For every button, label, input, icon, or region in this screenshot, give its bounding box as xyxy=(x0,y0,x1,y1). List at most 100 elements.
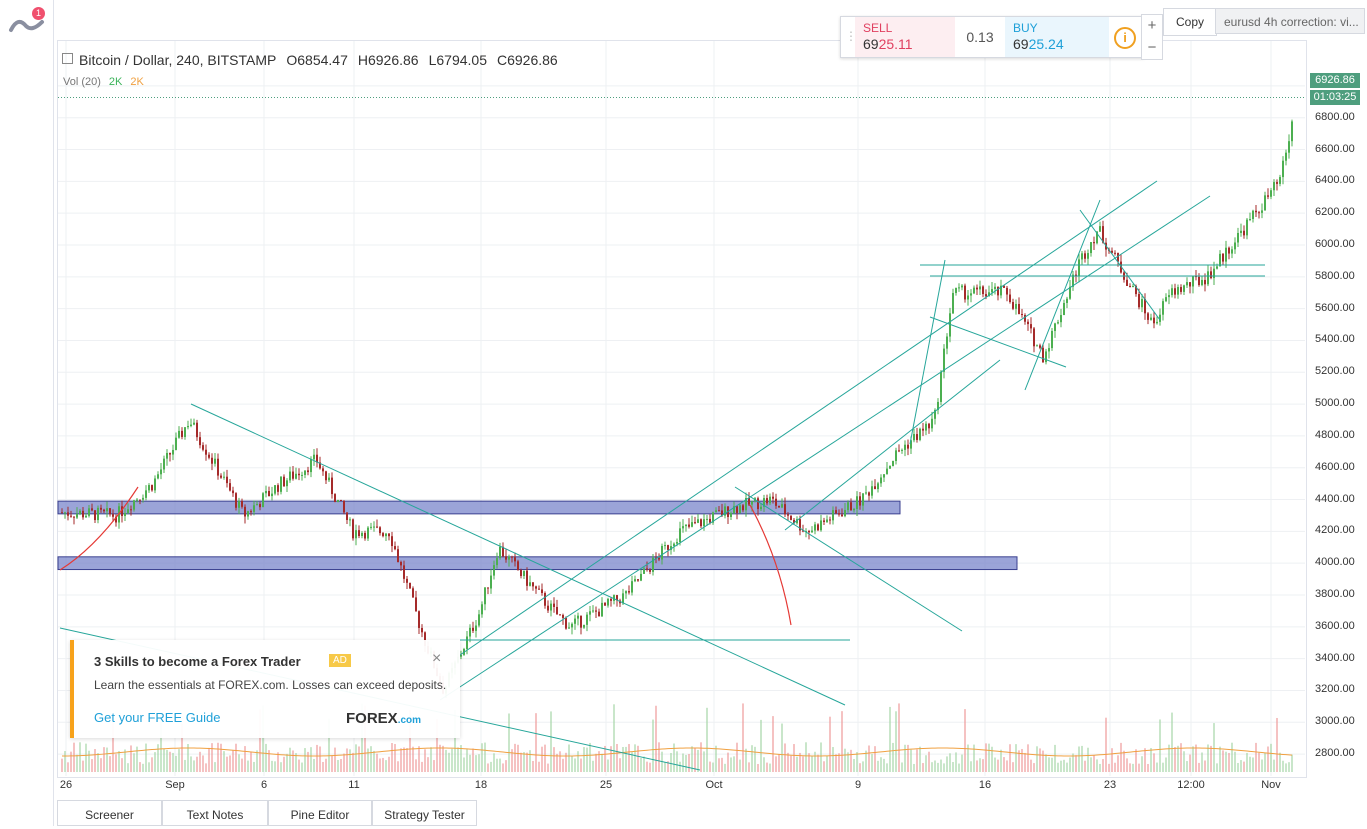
candle-body xyxy=(298,473,300,476)
volume-bar xyxy=(1189,754,1191,772)
buy-button[interactable]: BUY 6925.24 xyxy=(1005,17,1109,57)
candle-body xyxy=(238,501,240,508)
volume-bar xyxy=(199,751,201,772)
volume-bar xyxy=(931,762,933,772)
candle-body xyxy=(406,578,408,583)
volume-bar xyxy=(343,753,345,772)
volume-bar xyxy=(433,760,435,772)
candle-body xyxy=(583,624,585,628)
volume-bar xyxy=(985,743,987,772)
notification-badge[interactable]: 1 xyxy=(32,7,45,20)
candle-body xyxy=(424,632,426,646)
chart-logo-icon[interactable] xyxy=(8,8,46,38)
info-icon[interactable]: i xyxy=(1114,27,1136,49)
price-tick-label: 3000.00 xyxy=(1315,715,1355,728)
time-tick-label: 23 xyxy=(1103,779,1117,791)
price-tick-label: 3400.00 xyxy=(1315,651,1355,664)
time-tick-label: 16 xyxy=(978,779,992,791)
candle-body xyxy=(739,505,741,513)
candle-body xyxy=(487,587,489,589)
volume-bar xyxy=(1063,759,1065,772)
candle-body xyxy=(415,597,417,612)
candle-body xyxy=(232,490,234,494)
candle-body xyxy=(988,292,990,297)
volume-bar xyxy=(463,757,465,772)
tab-text-notes[interactable]: Text Notes xyxy=(162,800,268,826)
tab-strategy-tester[interactable]: Strategy Tester xyxy=(372,800,477,826)
volume-bar xyxy=(595,753,597,772)
volume-bar xyxy=(454,709,456,772)
volume-bar xyxy=(142,763,144,772)
volume-bar xyxy=(457,747,459,772)
volume-bar xyxy=(958,763,960,772)
volume-bar xyxy=(325,758,327,772)
close-icon[interactable]: × xyxy=(432,650,442,667)
zoom-out-button[interactable]: − xyxy=(1147,39,1157,56)
trend-line xyxy=(784,359,1001,531)
ad-cta-link[interactable]: Get your FREE Guide xyxy=(94,710,221,725)
volume-bar xyxy=(898,703,900,772)
volume-bar xyxy=(289,747,291,772)
volume-bar xyxy=(262,705,264,772)
volume-bar xyxy=(1234,751,1236,772)
volume-bar xyxy=(766,762,768,772)
time-tick-label: 25 xyxy=(599,779,613,791)
volume-bar xyxy=(370,746,372,772)
sell-label: SELL xyxy=(863,21,893,35)
volume-bar xyxy=(157,744,159,772)
idea-title[interactable]: eurusd 4h correction: vi... xyxy=(1215,8,1365,34)
volume-bar xyxy=(715,745,717,772)
volume-bar xyxy=(772,716,774,772)
collapse-icon[interactable] xyxy=(62,53,73,64)
candle-body xyxy=(970,293,972,296)
trend-line xyxy=(734,486,963,632)
volume-bar xyxy=(133,753,135,772)
buy-price: 6925.24 xyxy=(1013,36,1064,52)
volume-bar xyxy=(643,756,645,772)
volume-legend: Vol (20) 2K 2K xyxy=(63,76,144,88)
candle-body xyxy=(541,589,543,594)
volume-bar xyxy=(1267,746,1269,772)
volume-moving-average xyxy=(61,747,1293,757)
volume-bar xyxy=(1072,753,1074,772)
volume-bar xyxy=(139,762,141,772)
chart-frame xyxy=(57,40,1307,778)
time-axis[interactable]: 26 Sep 6 11 18 25 Oct 9 16 23 12:00 Nov xyxy=(57,776,1305,796)
price-axis[interactable]: 7000.006800.006600.006400.006200.006000.… xyxy=(1305,40,1363,776)
candle-body xyxy=(817,524,819,531)
candle-body xyxy=(400,562,402,566)
sell-button[interactable]: SELL 6925.11 xyxy=(855,17,955,57)
candle-body xyxy=(490,575,492,589)
volume-bar xyxy=(1258,752,1260,772)
volume-bar xyxy=(580,758,582,772)
candle-body xyxy=(1183,285,1185,292)
zoom-in-button[interactable]: + xyxy=(1147,17,1157,34)
candle-body xyxy=(166,452,168,459)
candle-body xyxy=(1048,348,1050,352)
candle-body xyxy=(1066,298,1068,303)
ad-logo-text: FOREX xyxy=(346,710,398,727)
volume-bar xyxy=(445,749,447,772)
tab-pine-editor[interactable]: Pine Editor xyxy=(268,800,372,826)
candle-body xyxy=(769,496,771,504)
tab-screener[interactable]: Screener xyxy=(57,800,162,826)
candle-body xyxy=(61,512,63,514)
volume-bar xyxy=(760,719,762,772)
candle-body xyxy=(670,546,672,550)
volume-bar xyxy=(334,747,336,772)
volume-bar xyxy=(583,747,585,772)
volume-bar xyxy=(127,763,129,772)
volume-bar xyxy=(1057,762,1059,772)
volume-bar xyxy=(937,762,939,772)
volume-bar xyxy=(769,763,771,772)
copy-button[interactable]: Copy xyxy=(1163,8,1217,36)
volume-bar xyxy=(277,752,279,772)
volume-bar xyxy=(328,718,330,772)
volume-bar xyxy=(1186,761,1188,772)
volume-bar xyxy=(673,743,675,772)
candle-body xyxy=(586,614,588,625)
candle-body xyxy=(952,292,954,314)
candle-body xyxy=(1195,276,1197,278)
volume-bar xyxy=(85,743,87,772)
